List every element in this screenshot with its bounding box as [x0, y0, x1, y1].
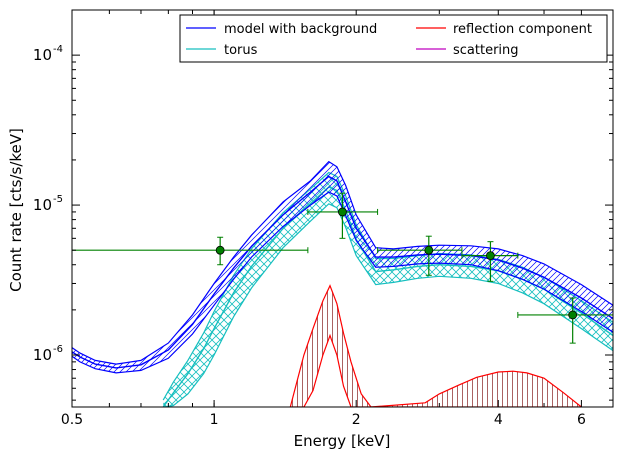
- y-tick-exponent: -4: [53, 44, 63, 55]
- data-point-4: [461, 241, 519, 282]
- data-point-5: [517, 297, 613, 344]
- data-points: [72, 192, 613, 344]
- legend-label-torus: torus: [224, 43, 258, 58]
- legend-entry-model: model with background: [186, 22, 377, 37]
- reflection-lower-line: [290, 333, 582, 407]
- axes: 0.5 1 2 4 610-610-510-4: [33, 9, 614, 428]
- model-lower-line: [72, 191, 613, 374]
- plot-frame: [71, 9, 614, 408]
- y-tick-label: 10: [33, 196, 52, 214]
- data-point-marker: [338, 207, 347, 217]
- series-reflection: [289, 284, 582, 407]
- data-point-3: [377, 235, 463, 276]
- data-point-1: [72, 236, 309, 266]
- legend: model with background reflection compone…: [179, 14, 608, 63]
- legend-entry-reflection: reflection component: [416, 22, 592, 37]
- data-point-marker: [568, 310, 578, 320]
- reflection-upper-line: [289, 284, 582, 407]
- y-tick-exponent: -6: [53, 344, 63, 355]
- x-tick-label: 2: [352, 412, 361, 428]
- x-tick-label: 6: [577, 412, 586, 428]
- torus-lower-line: [163, 203, 613, 407]
- y-tick-exponent: -5: [53, 194, 63, 205]
- x-tick-label: 1: [210, 412, 219, 428]
- model-line: [72, 175, 613, 369]
- legend-label-model: model with background: [224, 22, 377, 37]
- y-axis-label: Count rate [cts/s/keV]: [7, 128, 25, 292]
- legend-label-scattering: scattering: [453, 43, 519, 58]
- legend-label-reflection: reflection component: [453, 22, 592, 37]
- legend-entry-torus: torus: [186, 43, 258, 58]
- y-tick-label: 10: [33, 46, 52, 64]
- reflection-uncertainty-band: [290, 285, 582, 407]
- legend-entry-scattering: scattering: [416, 43, 519, 58]
- data-point-2: [307, 192, 379, 239]
- y-tick-label: 10: [33, 346, 52, 364]
- x-axis-label: Energy [keV]: [294, 432, 391, 450]
- data-point-marker: [215, 245, 225, 255]
- legend-box: [179, 14, 608, 63]
- data-point-marker: [424, 245, 434, 255]
- x-tick-label: 0.5: [61, 412, 83, 428]
- x-tick-label: 4: [494, 412, 503, 428]
- model-upper-line: [72, 160, 613, 365]
- data-point-marker: [486, 251, 495, 261]
